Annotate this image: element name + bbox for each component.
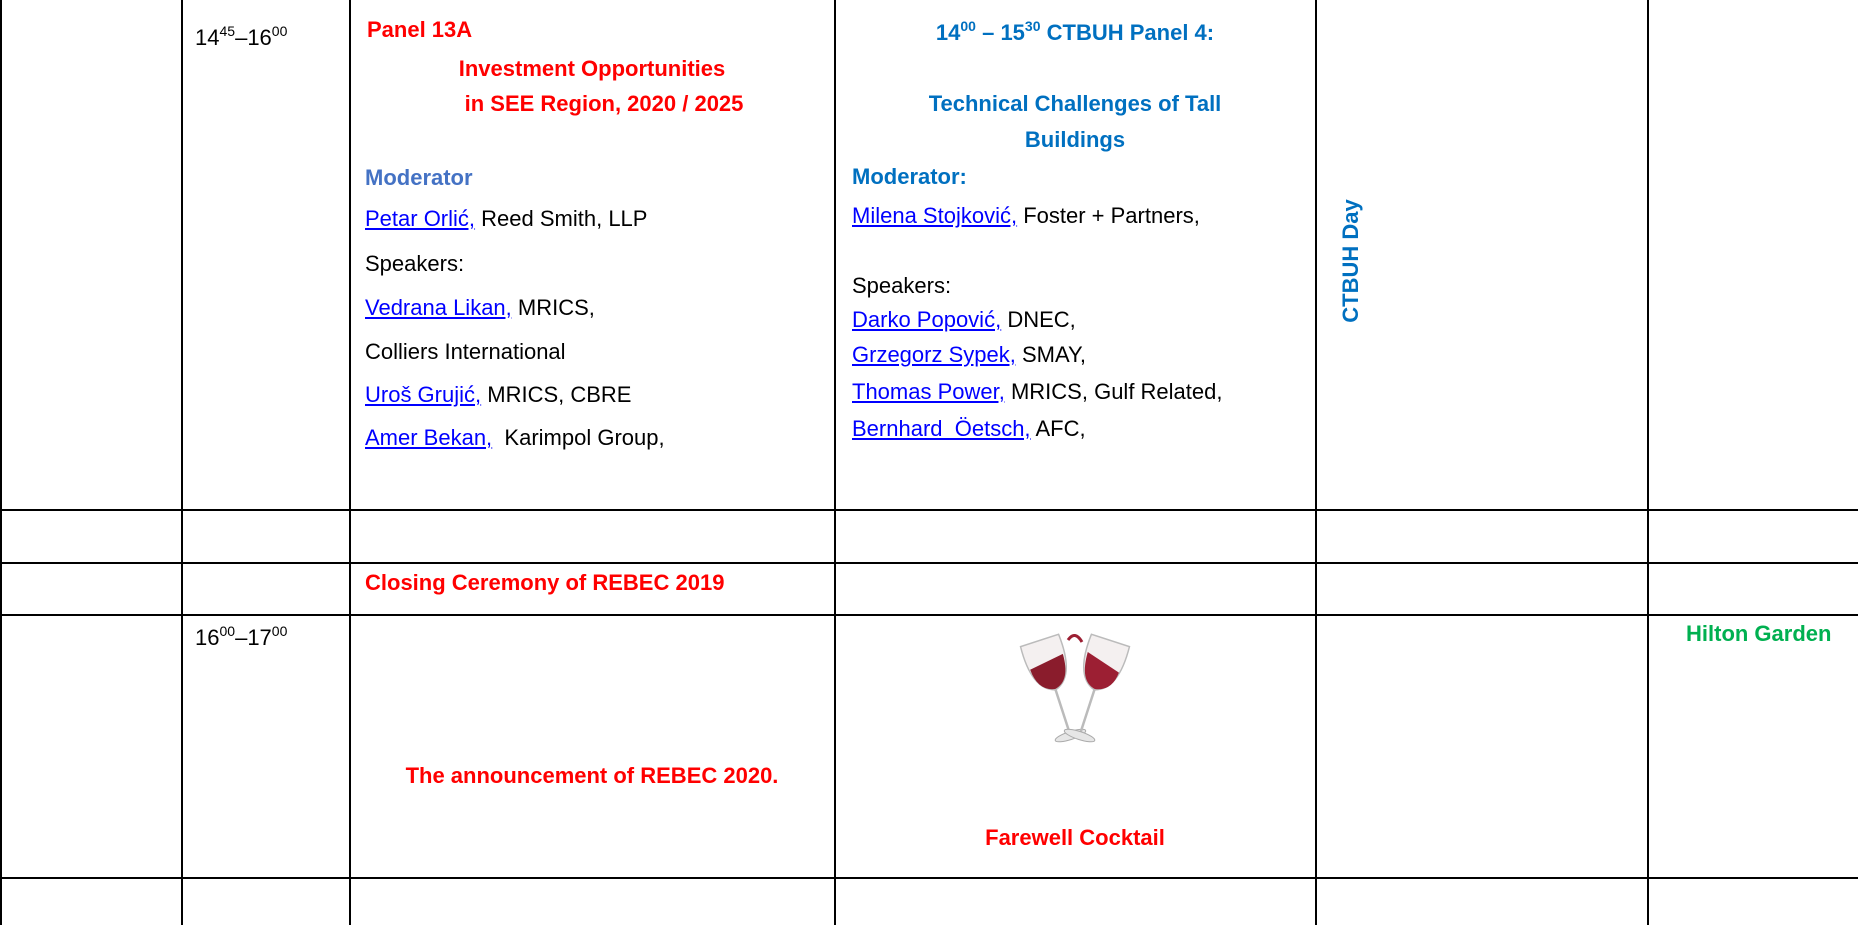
person-link[interactable]: Grzegorz Sypek, [852,342,1016,367]
minute: 00 [271,23,288,39]
title: CTBUH Panel 4: [1046,20,1215,45]
affiliation: Karimpol Group, [504,425,665,450]
hour: 17 [247,625,272,650]
farewell-cocktail: Farewell Cocktail [985,825,1165,850]
cell-border [0,509,1858,511]
cell-border [834,0,836,925]
speaker: Amer Bekan, Karimpol Group, [365,424,665,452]
affiliation: MRICS, [517,295,595,320]
speaker: Bernhard Öetsch, AFC, [852,415,1086,443]
hour: 14 [195,25,220,50]
cell-border [349,0,351,925]
speakers-label: Speakers: [365,251,465,276]
minute: 30 [1024,18,1041,34]
affiliation: DNEC, [1007,307,1076,332]
cell-border [1647,0,1649,925]
affiliation: SMAY, [1021,342,1086,367]
speaker: Thomas Power, MRICS, Gulf Related, [852,378,1222,406]
person-link[interactable]: Vedrana Likan, [365,295,512,320]
moderator-label: Moderator: [852,164,967,189]
cell-border [0,562,1858,564]
person-link[interactable]: Amer Bekan, [365,425,493,450]
time-range: 1600–1700 [195,624,287,652]
cell-border [0,877,1858,879]
affiliation: Foster + Partners, [1023,203,1200,228]
affiliation: Reed Smith, LLP [481,206,648,231]
dash: – [982,20,995,45]
cell-border [0,614,1858,616]
panel-title: 1400 – 1530 CTBUH Panel 4: [936,19,1214,47]
person-link[interactable]: Uroš Grujić, [365,382,482,407]
announcement: The announcement of REBEC 2020. [405,763,779,788]
hour: 16 [195,625,220,650]
minute: 00 [960,18,976,34]
hour: 14 [935,20,961,45]
venue: Hilton Garden [1686,621,1832,646]
person-link[interactable]: Thomas Power, [852,379,1005,404]
affiliation: MRICS, CBRE [487,382,632,407]
panel-subtitle: Investment Opportunities [458,56,726,81]
moderator: Milena Stojković, Foster + Partners, [852,202,1200,230]
wine-glasses-image [1019,633,1131,743]
speaker: Vedrana Likan, MRICS, [365,294,595,322]
person-link[interactable]: Darko Popović, [852,307,1002,332]
affiliation: Colliers International [365,339,566,364]
hour: 15 [1000,20,1025,45]
moderator: Petar Orlić, Reed Smith, LLP [365,205,647,233]
moderator-label: Moderator [365,165,473,190]
panel-title: Panel 13A [367,17,473,42]
time-range: 1445–1600 [195,24,287,52]
cell-border [0,0,2,925]
minute: 00 [271,623,288,639]
cell-border [1315,0,1317,925]
panel-subtitle: Buildings [1024,127,1126,152]
person-link[interactable]: Milena Stojković, [852,203,1018,228]
side-label: CTBUH Day [1338,199,1363,323]
panel-subtitle: Technical Challenges of Tall [928,91,1222,116]
dash: – [235,25,248,50]
closing-ceremony: Closing Ceremony of REBEC 2019 [365,570,725,595]
person-link[interactable]: Petar Orlić, [365,206,476,231]
minute: 00 [219,623,236,639]
speaker: Uroš Grujić, MRICS, CBRE [365,381,632,409]
speakers-label: Speakers: [852,273,952,298]
affiliation: MRICS, Gulf Related, [1010,379,1223,404]
hour: 16 [247,25,272,50]
speaker: Darko Popović, DNEC, [852,306,1076,334]
dash: – [235,625,248,650]
speaker: Grzegorz Sypek, SMAY, [852,341,1086,369]
minute: 45 [219,23,236,39]
affiliation: AFC, [1035,416,1086,441]
cell-border [181,0,183,925]
person-link[interactable]: Bernhard Öetsch, [852,416,1031,441]
panel-subtitle: in SEE Region, 2020 / 2025 [464,91,744,116]
